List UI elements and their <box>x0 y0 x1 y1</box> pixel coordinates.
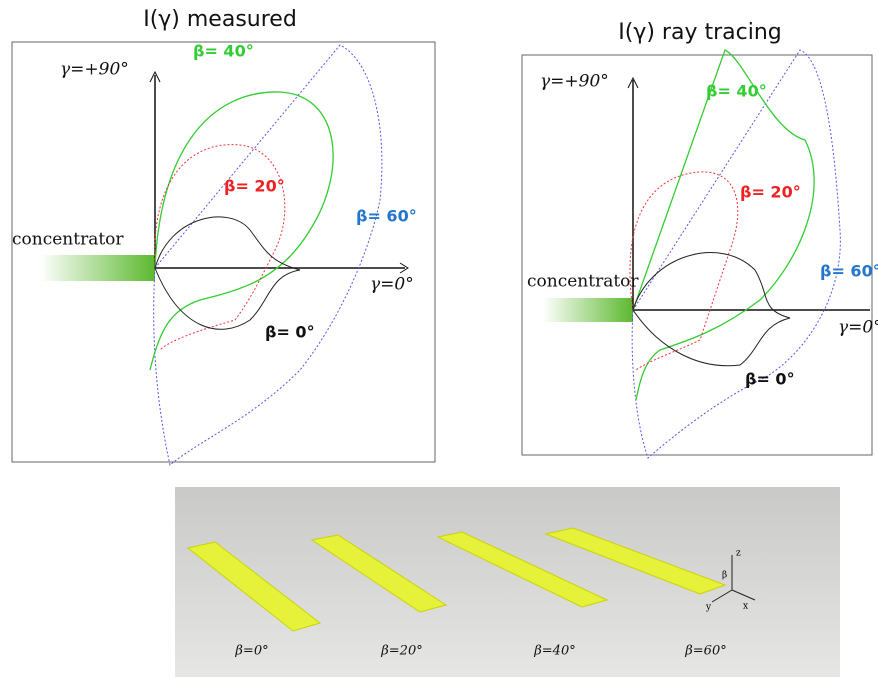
axis-z: z <box>736 549 741 559</box>
photo-background <box>175 487 840 677</box>
curve-0 <box>633 253 790 366</box>
concentrator-shape <box>40 255 155 281</box>
figure: I(γ) measured γ=+90° γ=0° concentrator β… <box>0 0 878 677</box>
photo-label: β=60° <box>684 644 726 659</box>
photo: z β y x β=0° β=20° β=40° β=60° <box>175 487 840 677</box>
axis-x: x <box>743 602 748 612</box>
curve-60 <box>632 50 840 458</box>
panel-ray-tracing: I(γ) ray tracing γ=+90° γ=0° concentrato… <box>522 20 878 458</box>
curve-label: β= 60° <box>356 207 417 226</box>
y-axis-label: γ=+90° <box>60 60 129 80</box>
axis-y: y <box>705 603 712 613</box>
photo-label: β=20° <box>380 644 422 659</box>
concentrator-shape <box>543 298 633 322</box>
curve-label: β= 0° <box>745 370 795 389</box>
x-axis-label: γ=0° <box>838 318 878 338</box>
panel-title: I(γ) ray tracing <box>618 20 781 45</box>
plot-frame <box>12 42 435 462</box>
curve-label: β= 40° <box>193 42 254 61</box>
photo-label: β=40° <box>533 644 575 659</box>
curve-label: β= 20° <box>740 183 801 202</box>
curve-label: β= 60° <box>820 262 878 281</box>
photo-label: β=0° <box>234 644 268 659</box>
panel-measured: I(γ) measured γ=+90° γ=0° concentrator β… <box>12 7 435 465</box>
x-axis-label: γ=0° <box>370 275 414 295</box>
curve-40 <box>633 50 814 400</box>
curve-20 <box>155 145 285 350</box>
concentrator-label: concentrator <box>527 272 639 292</box>
curve-label: β= 40° <box>706 82 767 101</box>
y-axis-label: γ=+90° <box>540 72 609 92</box>
plot-frame <box>522 55 872 455</box>
curve-label: β= 20° <box>224 177 285 196</box>
concentrator-label: concentrator <box>12 230 124 250</box>
arrows <box>150 72 408 273</box>
curve-60 <box>154 45 382 465</box>
axis-beta: β <box>722 571 727 581</box>
panel-title: I(γ) measured <box>143 7 297 32</box>
curve-label: β= 0° <box>265 323 315 342</box>
